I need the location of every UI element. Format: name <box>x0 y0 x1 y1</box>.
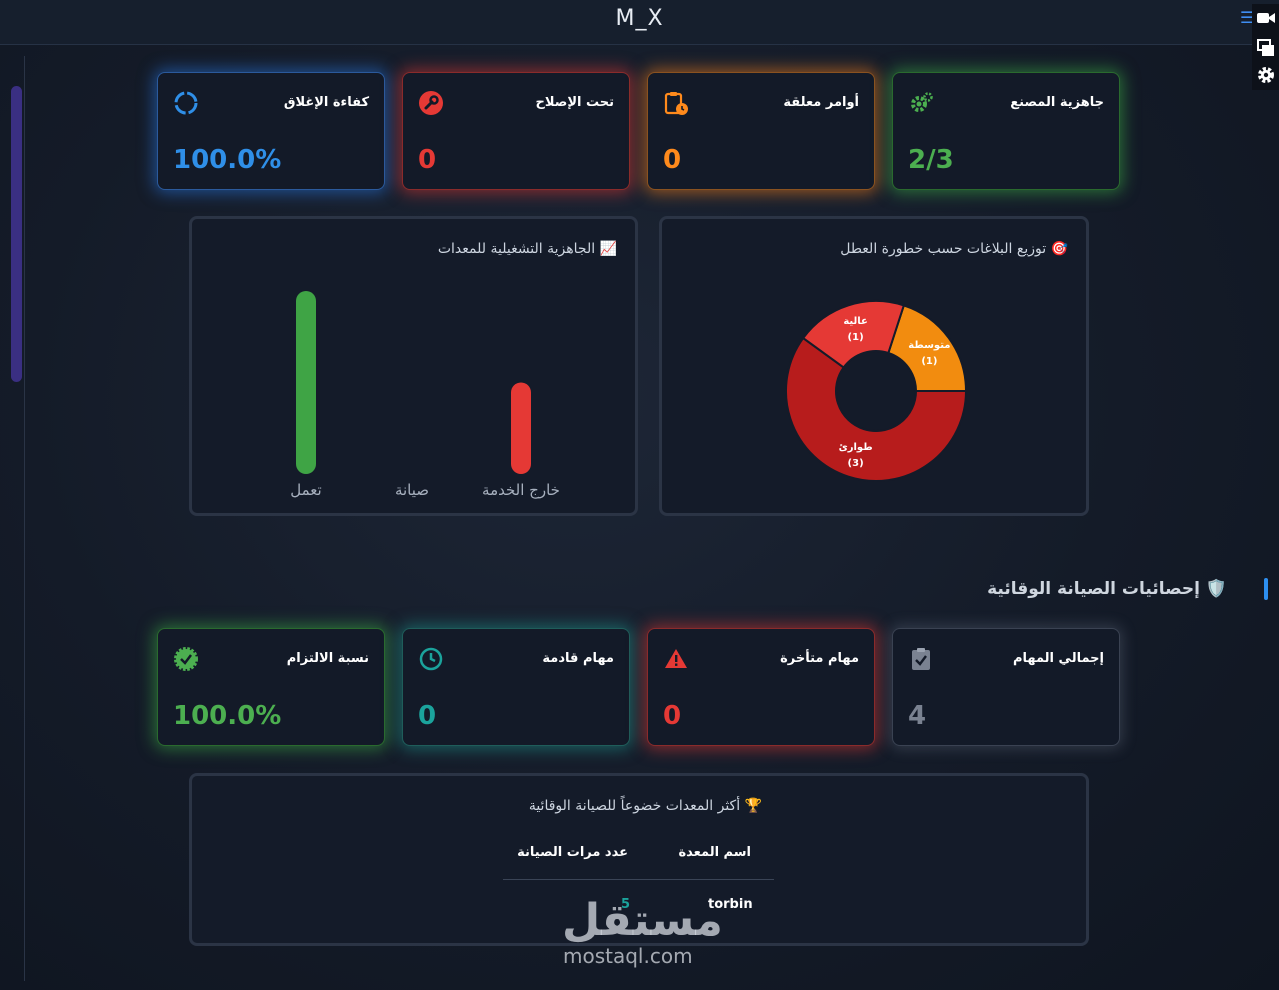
upcoming-tasks-card: مهام قادمة 0 <box>402 628 630 746</box>
slice-0 <box>887 304 968 392</box>
section-accent-bar <box>1264 578 1268 600</box>
top-equipment-title: 🏆 أكثر المعدات خضوعاً للصيانة الوقائية <box>528 798 762 814</box>
table-divider <box>503 879 774 880</box>
circle-notch-icon <box>174 91 198 115</box>
severity-donut-chart: متوسطة (1) طوارئ (3) عالية (1) <box>785 300 968 482</box>
kpi-closure-efficiency-card: كفاءة الإغلاق 100.0% <box>157 72 385 190</box>
bar-0 <box>296 291 316 474</box>
table-cell-equipment-name: torbin <box>708 897 753 912</box>
settings-gear-icon[interactable] <box>1256 65 1276 85</box>
kpi-label: جاهزية المصنع <box>1010 95 1104 110</box>
slice-label-1: طوارئ <box>839 442 873 453</box>
top-bar: M_X ☰ <box>0 0 1279 45</box>
kpi-value: 2/3 <box>908 145 954 175</box>
table-header-equipment-name: اسم المعدة <box>678 845 751 860</box>
slice-2 <box>801 300 906 369</box>
kpi-value: 0 <box>418 701 437 731</box>
bar-label-0: تعمل <box>290 481 321 499</box>
bar-2 <box>511 382 531 474</box>
video-camera-icon[interactable] <box>1256 8 1276 28</box>
kpi-label: نسبة الالتزام <box>286 651 369 666</box>
slice-value-0: (1) <box>921 356 937 367</box>
warning-icon <box>665 649 687 668</box>
slice-value-1: (3) <box>848 458 864 469</box>
clipboard-clock-icon <box>664 92 688 115</box>
kpi-label: مهام متأخرة <box>780 651 859 666</box>
kpi-value: 100.0% <box>173 145 282 175</box>
kpi-under-repair-card: تحت الإصلاح 0 <box>402 72 630 190</box>
wrench-icon <box>419 91 443 115</box>
gears-icon <box>911 92 933 112</box>
kpi-value: 0 <box>418 145 437 175</box>
readiness-panel: 📈 الجاهزية التشغيلية للمعدات تعمل صيانة خا… <box>189 216 638 516</box>
kpi-label: كفاءة الإغلاق <box>283 95 369 110</box>
overdue-tasks-card: مهام متأخرة 0 <box>647 628 875 746</box>
left-divider <box>24 56 25 981</box>
watermark-logo-arabic: مستقل <box>562 895 723 946</box>
slice-1 <box>785 336 968 482</box>
slice-label-0: متوسطة <box>908 340 950 351</box>
kpi-value: 0 <box>663 701 682 731</box>
kpi-label: تحت الإصلاح <box>535 95 614 110</box>
table-cell-maintenance-count: 5 <box>621 897 631 912</box>
severity-panel-title: 🎯 توزيع البلاغات حسب خطورة العطل <box>840 241 1068 257</box>
clock-icon <box>419 647 443 671</box>
kpi-label: إجمالي المهام <box>1012 651 1104 666</box>
table-header-maintenance-count: عدد مرات الصيانة <box>517 845 628 860</box>
kpi-label: مهام قادمة <box>542 651 614 666</box>
scrollbar-thumb[interactable] <box>11 86 22 382</box>
slice-label-2: عالية <box>843 316 868 327</box>
top-equipment-panel: 🏆 أكثر المعدات خضوعاً للصيانة الوقائية <box>189 773 1089 946</box>
bar-label-1: صيانة <box>395 481 429 499</box>
preventive-section-title: 🛡️ إحصائيات الصيانة الوقائية <box>987 579 1227 599</box>
app-title: M_X <box>615 6 664 31</box>
bar-label-2: خارج الخدمة <box>482 481 560 500</box>
window-copy-icon[interactable] <box>1256 38 1276 58</box>
kpi-label: أوامر معلقة <box>783 95 859 110</box>
slice-value-2: (1) <box>848 332 864 343</box>
kpi-pending-orders-card: أوامر معلقة 0 <box>647 72 875 190</box>
readiness-bar-chart: تعمل صيانة خارج الخدمة <box>290 291 560 500</box>
readiness-panel-title: 📈 الجاهزية التشغيلية للمعدات <box>437 241 617 257</box>
total-tasks-card: إجمالي المهام 4 <box>892 628 1120 746</box>
compliance-rate-card: نسبة الالتزام 100.0% <box>157 628 385 746</box>
severity-panel: 🎯 توزيع البلاغات حسب خطورة العطل متوسطة (… <box>659 216 1089 516</box>
watermark-logo-latin: mostaql.com <box>563 944 693 968</box>
kpi-factory-readiness-card: جاهزية المصنع 2/3 <box>892 72 1120 190</box>
side-toolbar <box>1252 4 1279 90</box>
menu-icon[interactable]: ☰ <box>1240 8 1255 27</box>
badge-check-icon <box>174 647 198 671</box>
clipboard-check-icon <box>912 648 930 670</box>
kpi-value: 4 <box>908 701 927 731</box>
kpi-value: 0 <box>663 145 682 175</box>
kpi-value: 100.0% <box>173 701 282 731</box>
